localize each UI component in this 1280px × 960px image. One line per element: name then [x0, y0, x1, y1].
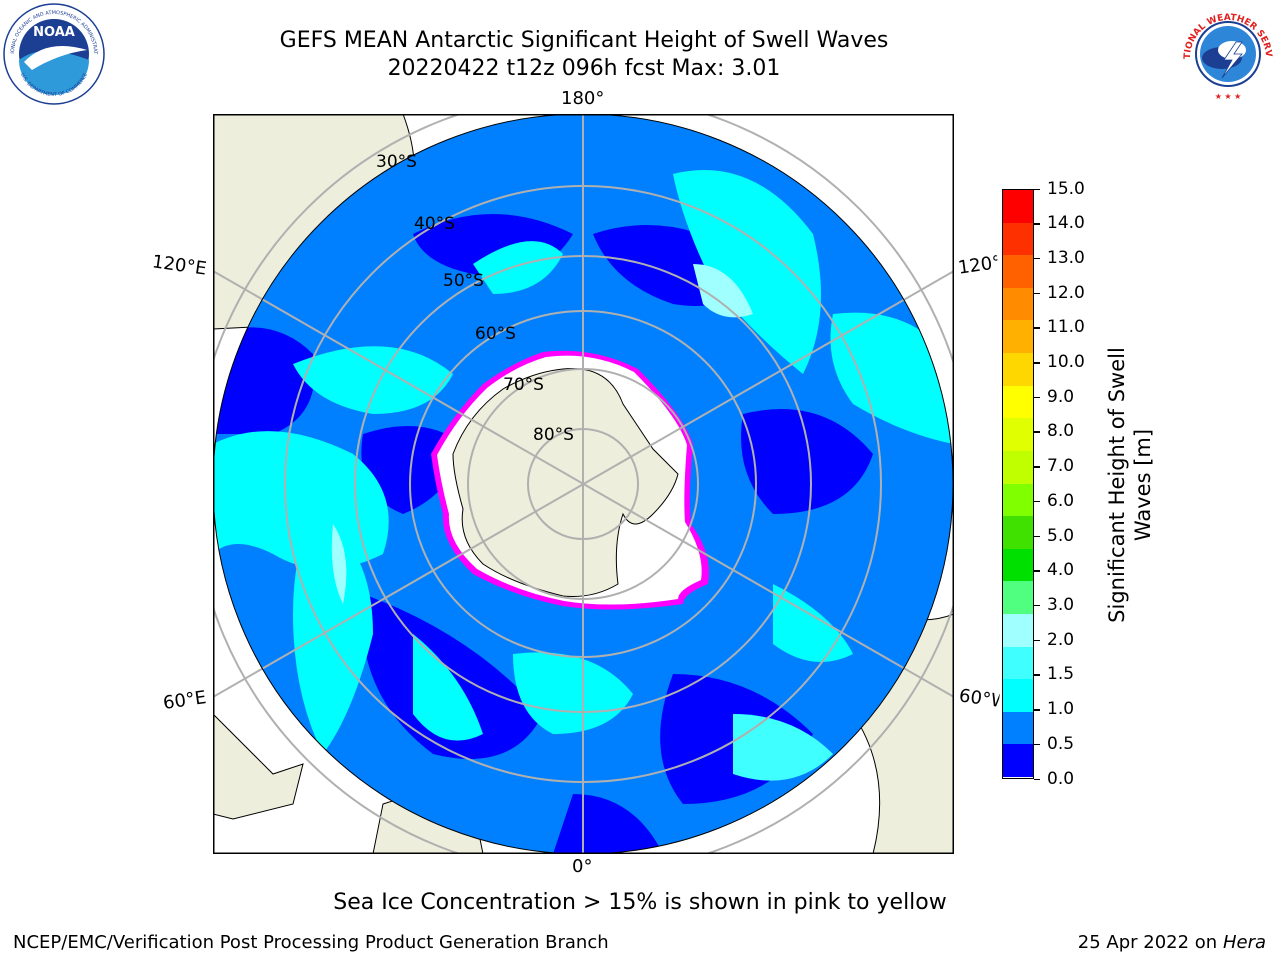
colorbar-segment — [1003, 549, 1033, 581]
colorbar-tick-label: 10.0 — [1034, 354, 1085, 371]
svg-text:NOAA: NOAA — [33, 25, 75, 40]
lon-label-120w: 120°W — [956, 252, 1000, 279]
footer-date: 25 Apr 2022 on Hera — [1078, 932, 1266, 953]
lon-label-60e: 60°E — [161, 687, 208, 714]
colorbar-segment — [1003, 320, 1033, 353]
colorbar-tick-label: 0.5 — [1033, 735, 1074, 753]
lon-label-180: 180° — [561, 88, 605, 109]
colorbar-segment — [1003, 581, 1033, 614]
colorbar-segment — [1003, 190, 1033, 223]
colorbar-tick-label: 1.5 — [1033, 666, 1074, 683]
lon-label-0: 0° — [572, 856, 593, 877]
sea-ice-note: Sea Ice Concentration > 15% is shown in … — [333, 890, 947, 915]
colorbar-tick-label: 0.0 — [1033, 770, 1074, 788]
lat-label-40s: 40°S — [414, 214, 455, 234]
colorbar-segment — [1003, 744, 1033, 777]
colorbar-segment — [1003, 451, 1033, 484]
lon-label-60w: 60°W — [957, 685, 1001, 712]
colorbar-segment — [1003, 288, 1033, 320]
colorbar-segment — [1003, 386, 1033, 418]
svg-text:★ ★ ★: ★ ★ ★ — [1215, 92, 1242, 101]
colorbar-segment — [1003, 679, 1033, 712]
colorbar-segment — [1003, 484, 1033, 516]
colorbar-tick-label: 8.0 — [1033, 423, 1074, 440]
noaa-logo: NOAA NATIONAL OCEANIC AND ATMOSPHERIC AD… — [2, 2, 105, 105]
footer-machine: Hera — [1222, 932, 1266, 953]
colorbar-segment — [1003, 418, 1033, 451]
colorbar-tick-label: 13.0 — [1034, 249, 1085, 267]
lat-label-70s: 70°S — [503, 375, 544, 395]
lon-label-120e: 120°E — [150, 251, 208, 280]
colorbar-tick-label: 11.0 — [1034, 319, 1085, 336]
colorbar-tick-label: 7.0 — [1033, 458, 1074, 475]
colorbar-tick-label: 15.0 — [1034, 180, 1085, 198]
colorbar-tick-label: 12.0 — [1034, 284, 1085, 302]
footer-credit: NCEP/EMC/Verification Post Processing Pr… — [13, 932, 609, 953]
nws-logo: NATIONAL WEATHER SERVICE ★ ★ ★ — [1176, 2, 1278, 104]
colorbar-tick-label: 5.0 — [1033, 527, 1074, 545]
colorbar-segment — [1003, 647, 1033, 679]
colorbar-tick-label: 6.0 — [1033, 492, 1074, 510]
colorbar-tick-label: 3.0 — [1033, 596, 1074, 614]
lat-label-80s: 80°S — [533, 425, 574, 445]
colorbar-tick-label: 2.0 — [1033, 631, 1074, 649]
colorbar-tick-label: 9.0 — [1033, 388, 1074, 406]
lat-label-60s: 60°S — [475, 324, 516, 344]
colorbar-label: Significant Height of Swell Waves [m] — [1105, 347, 1155, 623]
colorbar-tick-label: 1.0 — [1033, 701, 1074, 718]
chart-subtitle: 20220422 t12z 096h fcst Max: 3.01 — [387, 56, 781, 81]
polar-map — [213, 114, 954, 854]
footer-date-text: 25 Apr 2022 on — [1077, 932, 1223, 953]
colorbar-segment — [1003, 223, 1033, 255]
colorbar-tick-label: 14.0 — [1034, 215, 1085, 232]
colorbar-segment — [1003, 255, 1033, 288]
chart-title: GEFS MEAN Antarctic Significant Height o… — [279, 28, 889, 53]
colorbar-segment — [1003, 353, 1033, 386]
colorbar — [1002, 189, 1034, 779]
lat-label-30s: 30°S — [376, 152, 417, 172]
colorbar-segment — [1003, 712, 1033, 744]
colorbar-segment — [1003, 516, 1033, 549]
colorbar-tick-label: 4.0 — [1033, 562, 1074, 579]
colorbar-segment — [1003, 614, 1033, 647]
lat-label-50s: 50°S — [443, 271, 484, 291]
